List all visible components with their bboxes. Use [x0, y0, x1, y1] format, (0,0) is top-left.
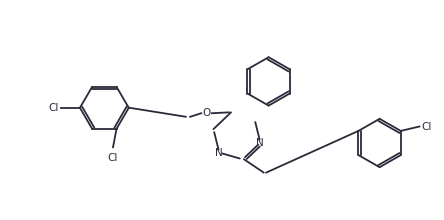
- Text: N: N: [215, 148, 223, 158]
- Text: Cl: Cl: [108, 153, 118, 163]
- Text: Cl: Cl: [422, 121, 432, 132]
- Text: Cl: Cl: [49, 103, 59, 113]
- Text: N: N: [257, 138, 264, 148]
- Text: O: O: [202, 108, 211, 118]
